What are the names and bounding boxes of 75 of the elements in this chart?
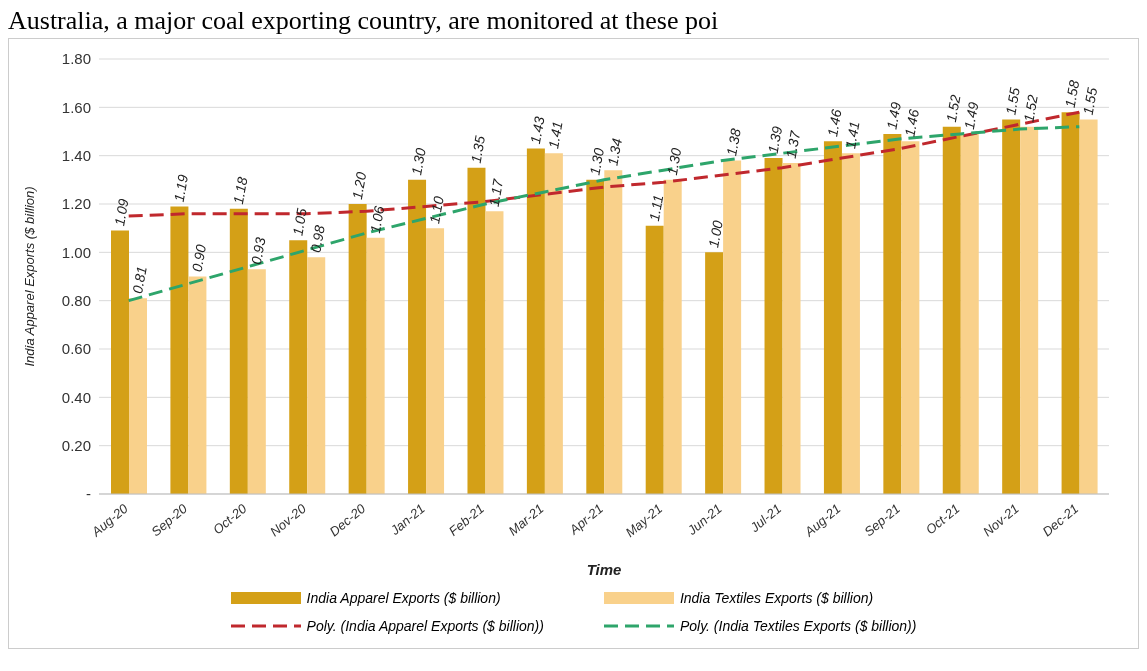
bar (604, 170, 623, 494)
bar (348, 204, 367, 494)
y-tick-label: 0.60 (61, 340, 91, 358)
y-axis-title: India Apparel Exports ($ billion) (21, 186, 37, 367)
bar (586, 179, 605, 494)
bar (289, 240, 308, 494)
data-label: 1.35 (467, 134, 489, 165)
bar (170, 206, 189, 494)
text: Australia, a major coal exporting country, are monitored at these poi (8, 6, 720, 35)
data-label: 1.09 (111, 197, 132, 228)
data-label: 1.05 (289, 206, 310, 237)
y-tick-label: 1.80 (61, 50, 91, 68)
bar (782, 162, 801, 494)
data-label: 0.90 (188, 243, 210, 274)
data-label: 1.06 (366, 204, 388, 235)
bar (960, 133, 979, 494)
data-label: 1.17 (485, 176, 507, 208)
data-label: 1.46 (824, 107, 845, 138)
bar (408, 179, 427, 494)
data-label: 1.20 (348, 170, 370, 201)
data-label: 1.38 (723, 127, 744, 158)
y-tick-label: 1.00 (61, 243, 91, 261)
data-label: 1.10 (426, 194, 447, 225)
y-tick-label: 1.60 (61, 98, 91, 116)
legend-label: India Apparel Exports ($ billion) (306, 590, 501, 606)
bar (723, 160, 742, 494)
bar (426, 228, 445, 494)
y-tick-label: 1.20 (61, 195, 91, 213)
bar (823, 141, 842, 494)
bar (1002, 119, 1021, 494)
data-label: 1.43 (527, 115, 548, 145)
bar (526, 148, 545, 494)
bar (1020, 126, 1039, 494)
data-label: 0.93 (248, 235, 269, 266)
bar (645, 225, 664, 494)
bar (901, 141, 920, 494)
y-tick-label: 0.80 (61, 291, 91, 309)
data-label: 0.98 (307, 223, 328, 254)
data-label: 1.18 (230, 175, 251, 206)
legend-label: Poly. (India Textiles Exports ($ billion)) (679, 618, 917, 634)
bar (229, 208, 248, 494)
data-label: 1.30 (663, 146, 685, 177)
bar (366, 237, 385, 494)
legend-label: India Textiles Exports ($ billion) (679, 590, 874, 606)
bar (111, 230, 129, 494)
bar (883, 133, 902, 494)
data-label: 1.19 (170, 173, 192, 203)
bar (544, 153, 563, 494)
data-label: 1.55 (1002, 86, 1023, 116)
data-label: 1.00 (705, 219, 726, 249)
bar (1079, 119, 1098, 494)
legend-label: Poly. (India Apparel Exports ($ billion)) (306, 618, 544, 634)
data-label: 1.11 (645, 193, 667, 223)
data-label: 1.41 (545, 120, 566, 150)
bar (705, 252, 724, 494)
bar (188, 276, 207, 494)
y-tick-label: 0.40 (61, 388, 91, 406)
bar (764, 158, 783, 494)
y-tick-label: 1.40 (61, 146, 91, 164)
bar (247, 269, 266, 494)
y-tick-label: 0.20 (61, 436, 91, 454)
bar (841, 153, 860, 494)
data-label: 1.41 (842, 120, 863, 150)
bar (485, 211, 504, 494)
bar (1061, 112, 1080, 494)
data-label: 0.81 (129, 265, 150, 295)
y-tick-label: - (86, 485, 91, 503)
data-label: 1.30 (408, 146, 429, 177)
data-label: 1.52 (1020, 93, 1041, 124)
bar (307, 257, 326, 494)
bar (467, 167, 486, 494)
bar (129, 298, 147, 494)
bar (942, 126, 961, 494)
x-axis-title: Time (586, 560, 622, 578)
bar (663, 179, 682, 494)
